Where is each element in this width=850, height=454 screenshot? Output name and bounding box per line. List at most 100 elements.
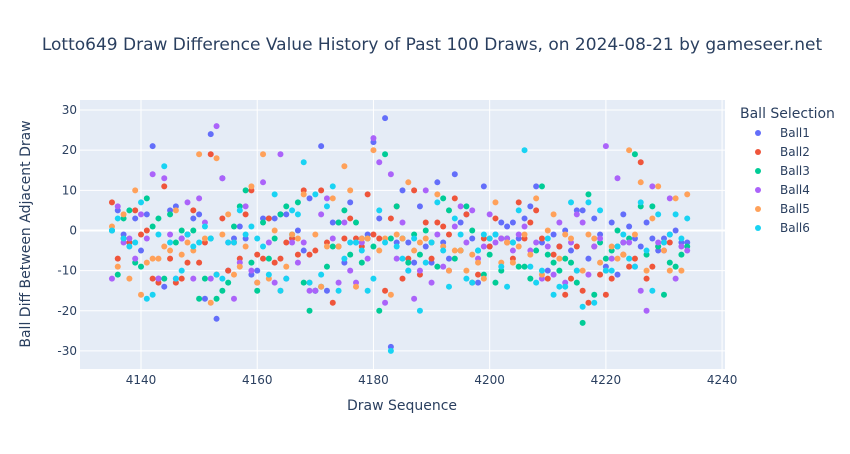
series-ball5[interactable] [108,147,691,306]
point-ball6[interactable] [550,291,557,298]
point-ball5[interactable] [626,147,633,154]
point-ball2[interactable] [568,275,575,282]
point-ball1[interactable] [405,239,412,246]
point-ball2[interactable] [666,239,673,246]
point-ball2[interactable] [533,207,540,214]
point-ball4[interactable] [207,275,214,282]
point-ball3[interactable] [300,279,307,286]
point-ball3[interactable] [451,255,458,262]
point-ball6[interactable] [318,271,325,278]
point-ball1[interactable] [509,219,516,226]
point-ball6[interactable] [260,243,267,250]
point-ball3[interactable] [277,211,284,218]
point-ball2[interactable] [242,211,249,218]
point-ball2[interactable] [631,255,638,262]
point-ball4[interactable] [556,219,563,226]
point-ball1[interactable] [422,243,429,250]
point-ball3[interactable] [387,235,394,242]
point-ball1[interactable] [480,183,487,190]
point-ball4[interactable] [155,275,162,282]
point-ball2[interactable] [544,275,551,282]
point-ball5[interactable] [684,191,691,198]
point-ball5[interactable] [300,191,307,198]
point-ball2[interactable] [422,219,429,226]
point-ball5[interactable] [184,239,191,246]
point-ball4[interactable] [132,255,139,262]
point-ball2[interactable] [411,187,418,194]
point-ball2[interactable] [608,275,615,282]
point-ball5[interactable] [666,267,673,274]
point-ball4[interactable] [544,243,551,250]
point-ball4[interactable] [323,195,330,202]
point-ball2[interactable] [254,251,261,258]
point-ball1[interactable] [544,267,551,274]
point-ball4[interactable] [533,239,540,246]
point-ball3[interactable] [434,263,441,270]
point-ball5[interactable] [236,263,243,270]
point-ball1[interactable] [637,243,644,250]
point-ball4[interactable] [184,199,191,206]
point-ball6[interactable] [364,287,371,294]
point-ball6[interactable] [597,207,604,214]
point-ball6[interactable] [347,239,354,246]
point-ball2[interactable] [387,215,394,222]
series-ball6[interactable] [108,147,691,354]
legend-item-ball1[interactable]: Ball1 [755,126,810,140]
point-ball3[interactable] [492,279,499,286]
point-ball3[interactable] [271,235,278,242]
point-ball5[interactable] [323,243,330,250]
point-ball2[interactable] [167,255,174,262]
point-ball1[interactable] [585,255,592,262]
point-ball4[interactable] [271,279,278,286]
point-ball2[interactable] [626,263,633,270]
point-ball4[interactable] [312,287,319,294]
point-ball4[interactable] [614,175,621,182]
point-ball6[interactable] [358,247,365,254]
point-ball6[interactable] [289,207,296,214]
point-ball6[interactable] [230,239,237,246]
point-ball5[interactable] [515,243,522,250]
point-ball4[interactable] [260,179,267,186]
point-ball1[interactable] [568,247,575,254]
point-ball1[interactable] [533,183,540,190]
point-ball5[interactable] [370,147,377,154]
point-ball5[interactable] [132,187,139,194]
point-ball1[interactable] [283,211,290,218]
point-ball4[interactable] [428,279,435,286]
point-ball6[interactable] [643,247,650,254]
point-ball6[interactable] [637,199,644,206]
point-ball2[interactable] [149,275,156,282]
point-ball1[interactable] [550,231,557,238]
point-ball5[interactable] [138,291,145,298]
point-ball1[interactable] [579,207,586,214]
point-ball4[interactable] [620,239,627,246]
point-ball1[interactable] [300,247,307,254]
point-ball4[interactable] [451,223,458,230]
point-ball4[interactable] [341,219,348,226]
point-ball5[interactable] [260,151,267,158]
point-ball5[interactable] [126,275,133,282]
point-ball1[interactable] [498,219,505,226]
legend-item-ball3[interactable]: Ball3 [755,164,810,178]
point-ball5[interactable] [399,235,406,242]
point-ball3[interactable] [353,219,360,226]
point-ball6[interactable] [248,223,255,230]
point-ball6[interactable] [190,243,197,250]
point-ball5[interactable] [341,163,348,170]
point-ball3[interactable] [265,255,272,262]
point-ball5[interactable] [271,227,278,234]
point-ball5[interactable] [678,267,685,274]
point-ball1[interactable] [271,215,278,222]
point-ball6[interactable] [602,267,609,274]
point-ball6[interactable] [684,215,691,222]
point-ball6[interactable] [306,279,313,286]
point-ball3[interactable] [161,275,168,282]
point-ball3[interactable] [155,215,162,222]
point-ball3[interactable] [335,219,342,226]
point-ball4[interactable] [597,235,604,242]
point-ball4[interactable] [457,203,464,210]
point-ball4[interactable] [196,195,203,202]
point-ball1[interactable] [411,259,418,266]
point-ball3[interactable] [469,227,476,234]
point-ball5[interactable] [579,267,586,274]
